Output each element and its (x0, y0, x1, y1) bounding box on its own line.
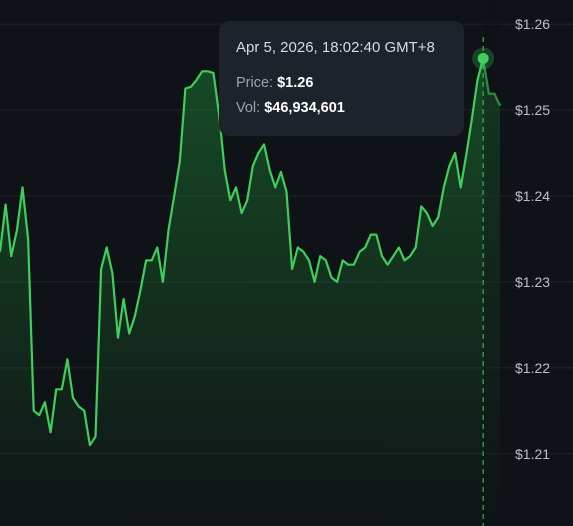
tooltip-date: Apr 5, 2026, 18:02:40 GMT+8 (236, 39, 435, 56)
y-tick-label: $1.24 (515, 188, 550, 204)
y-tick-label: $1.22 (515, 360, 550, 376)
y-axis-labels: $1.26 $1.25 $1.24 $1.23 $1.22 $1.21 (515, 16, 550, 462)
y-tick-label: $1.21 (515, 446, 550, 462)
tooltip-price-value: $1.26 (277, 75, 314, 91)
tooltip-vol-label: Vol: (236, 100, 261, 116)
tooltip-vol-value: $46,934,601 (264, 100, 345, 116)
tooltip-price-row: Price: $1.26 (236, 75, 447, 91)
price-line (0, 57, 501, 447)
tooltip-vol-row: Vol: $46,934,601 (236, 100, 447, 116)
y-tick-label: $1.23 (515, 274, 550, 290)
price-tooltip: Apr 5, 2026, 18:02:40 GMT+8 Price: $1.26… (219, 21, 464, 136)
price-area-fill (0, 58, 500, 526)
tooltip-price-label: Price: (236, 75, 274, 91)
y-tick-label: $1.26 (515, 16, 550, 32)
future-shade (483, 0, 500, 526)
y-tick-label: $1.25 (515, 102, 550, 118)
hover-point[interactable] (477, 52, 489, 64)
